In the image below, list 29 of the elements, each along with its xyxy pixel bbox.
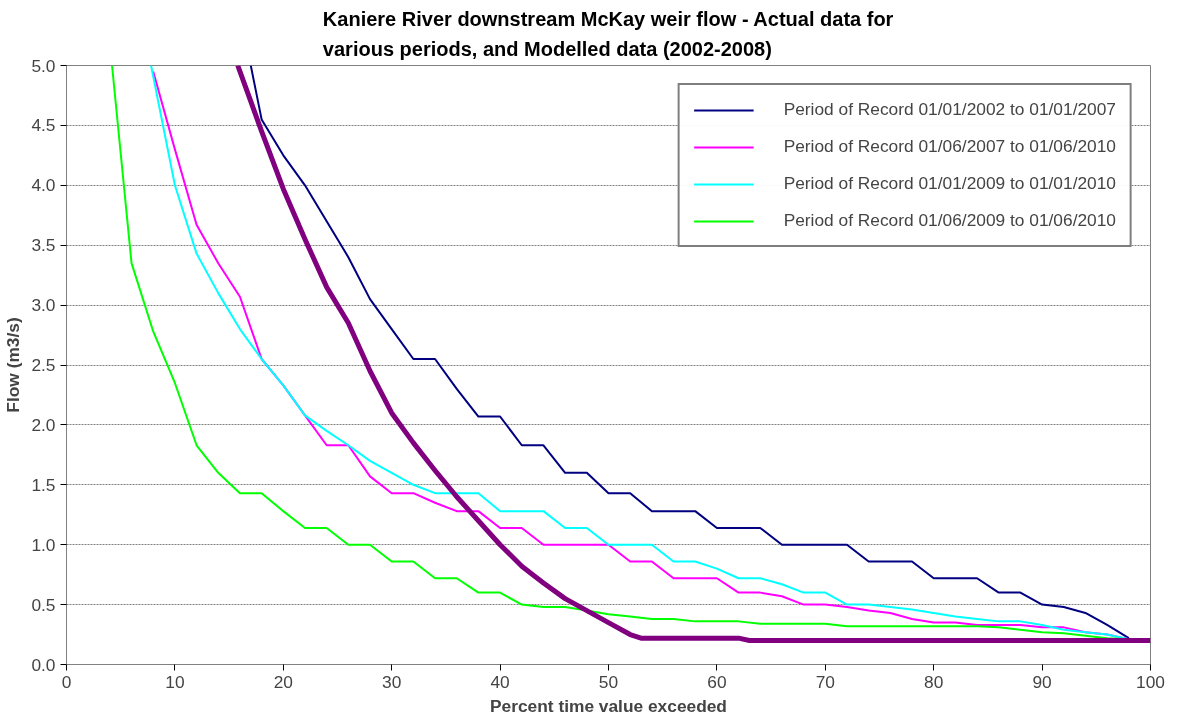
y-tick-label: 2.5 (31, 355, 56, 375)
y-tick-label: 3.5 (31, 235, 56, 256)
legend-label: Period of Record 01/01/2002 to 01/01/2007 (783, 99, 1116, 120)
y-tick-label: 2.0 (31, 414, 56, 435)
chart-title: Kaniere River downstream McKay weir flow - Actual data for various periods, and Modelled data (2002-2008) (322, 7, 894, 61)
legend-label: Period of Record 01/06/2007 to 01/06/2010 (783, 136, 1116, 157)
x-tick-label: 70 (815, 671, 835, 692)
x-tick-label: 90 (1032, 671, 1052, 692)
x-tick-label: 20 (273, 671, 293, 692)
x-tick-label: 100 (1136, 671, 1165, 692)
x-tick-label: 10 (165, 671, 185, 692)
y-tick-label: 3.0 (31, 295, 56, 316)
y-tick-label: 0.0 (31, 654, 56, 675)
x-axis-title: Percent time value exceeded (490, 695, 727, 716)
y-tick-label: 1.5 (31, 474, 56, 495)
y-tick-label: 4.0 (31, 175, 56, 196)
legend-label: Period of Record 01/01/2009 to 01/01/2010 (783, 173, 1116, 194)
y-tick-label: 5.0 (31, 55, 56, 76)
y-tick-label: 1.0 (31, 534, 56, 555)
legend-label: Period of Record 01/06/2009 to 01/06/2010 (783, 210, 1116, 231)
x-tick-label: 0 (61, 671, 72, 692)
y-tick-label: 0.5 (31, 594, 56, 615)
x-tick-label: 80 (924, 671, 944, 692)
x-tick-label: 40 (490, 671, 510, 692)
y-axis-title: Flow (m3/s) (3, 317, 24, 413)
y-tick-label: 4.5 (31, 115, 56, 136)
x-tick-label: 50 (598, 671, 619, 692)
x-tick-label: 60 (707, 671, 727, 692)
x-tick-label: 30 (382, 671, 402, 692)
